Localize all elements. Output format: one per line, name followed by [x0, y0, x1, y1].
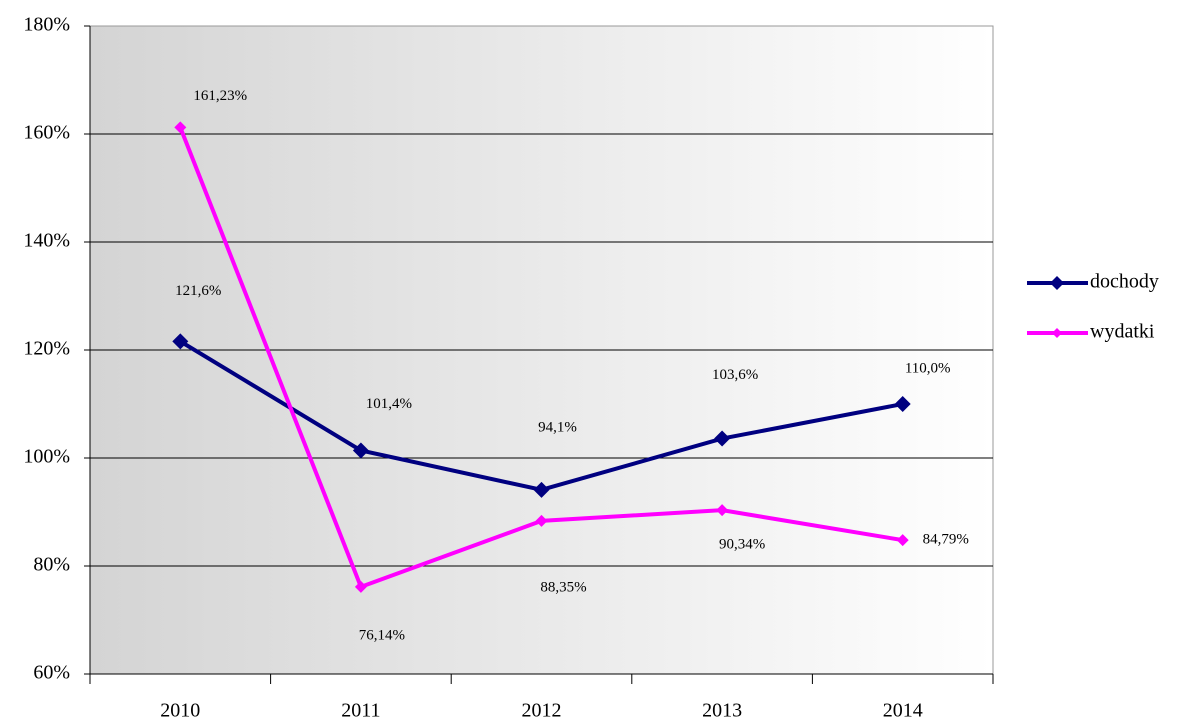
data-point — [896, 534, 909, 547]
x-tick-label: 2011 — [341, 700, 380, 722]
x-tick-label: 2014 — [883, 700, 923, 722]
data-point — [894, 396, 911, 412]
x-tick-label: 2012 — [522, 700, 562, 722]
y-tick-label: 80% — [33, 554, 70, 576]
x-tick-label: 2010 — [160, 700, 200, 722]
data-label: 84,79% — [923, 532, 969, 548]
data-point — [174, 121, 187, 134]
data-label: 101,4% — [366, 396, 412, 412]
data-point — [533, 481, 550, 498]
data-label: 103,6% — [712, 367, 758, 383]
data-point — [535, 514, 548, 527]
y-tick-label: 120% — [23, 338, 70, 360]
data-label: 94,1% — [538, 419, 577, 435]
data-point — [716, 504, 729, 517]
data-point — [714, 430, 731, 447]
data-label: 110,0% — [905, 360, 951, 376]
legend-marker — [1050, 276, 1064, 290]
data-label: 88,35% — [540, 579, 586, 595]
data-label: 161,23% — [193, 88, 247, 104]
data-point — [172, 333, 189, 350]
data-label: 76,14% — [359, 627, 405, 643]
x-tick-label: 2013 — [702, 700, 742, 722]
data-point — [352, 442, 369, 459]
data-label: 121,6% — [175, 283, 221, 299]
data-point — [354, 580, 367, 593]
y-tick-label: 180% — [23, 14, 70, 36]
data-label: 90,34% — [719, 537, 765, 553]
y-tick-label: 160% — [23, 122, 70, 144]
legend-label: wydatki — [1090, 321, 1155, 343]
legend-label: dochody — [1090, 271, 1159, 293]
y-tick-label: 60% — [33, 662, 70, 684]
legend-marker — [1052, 328, 1062, 338]
y-tick-label: 140% — [23, 230, 70, 252]
y-tick-label: 100% — [23, 446, 70, 468]
